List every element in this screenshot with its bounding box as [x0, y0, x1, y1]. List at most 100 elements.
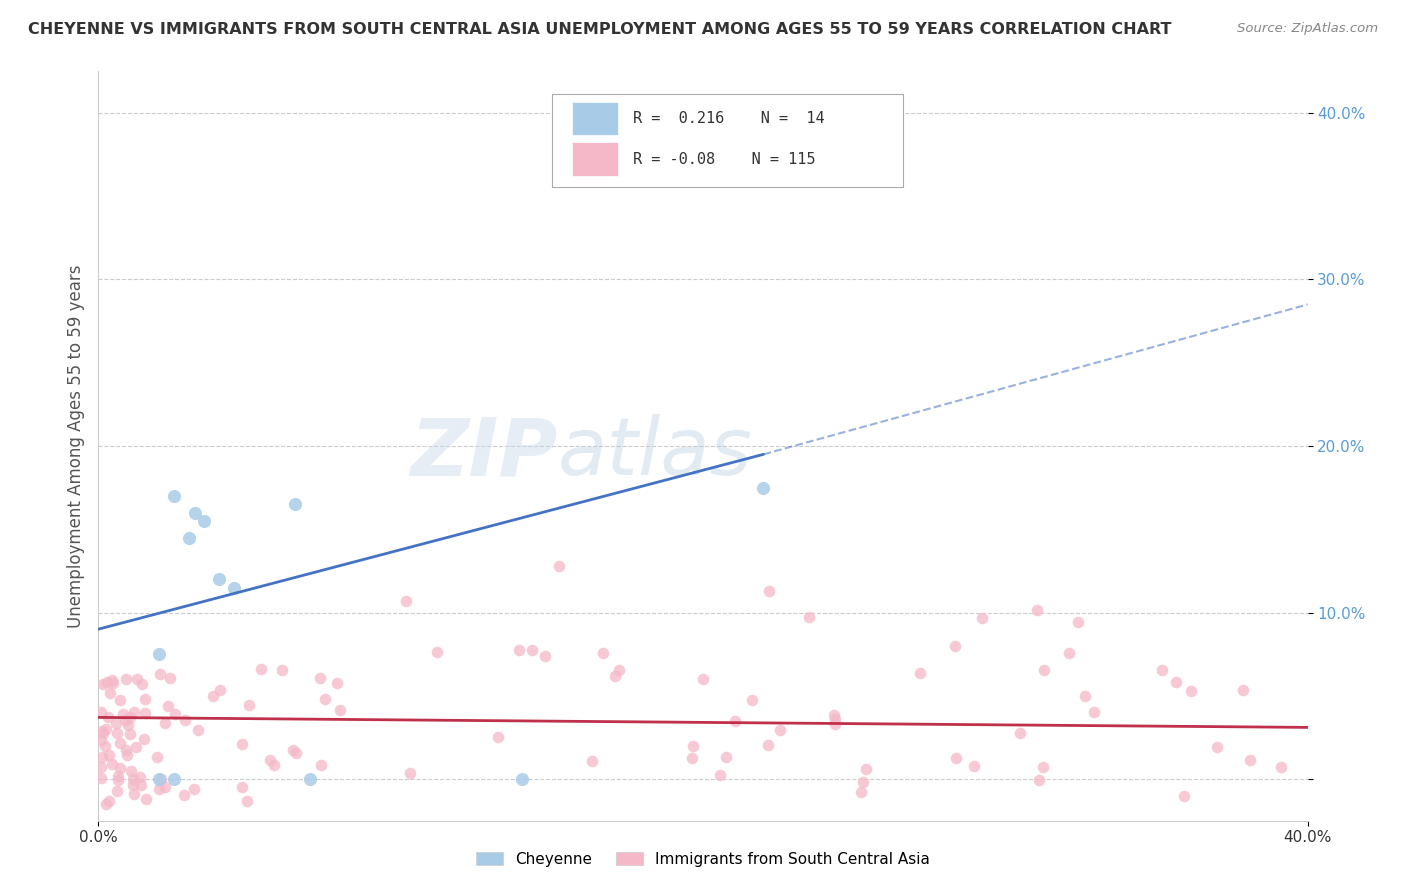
- Point: [146, 750, 169, 764]
- Point: [94, 739, 117, 753]
- Point: [398, 765, 420, 780]
- Point: [131, 677, 153, 691]
- Point: [94, 723, 117, 737]
- Point: [117, 718, 139, 732]
- Point: [285, 746, 308, 760]
- Point: [193, 514, 215, 528]
- Point: [943, 640, 966, 654]
- Point: [724, 714, 747, 728]
- Point: [1032, 759, 1054, 773]
- Point: [153, 716, 176, 731]
- Point: [329, 703, 352, 717]
- Point: [547, 558, 569, 573]
- Point: [100, 756, 122, 771]
- Point: [93, 726, 115, 740]
- Point: [105, 784, 128, 798]
- Point: [163, 706, 186, 721]
- Point: [105, 726, 128, 740]
- Point: [224, 581, 246, 595]
- Point: [135, 791, 157, 805]
- Point: [758, 584, 780, 599]
- Point: [1239, 753, 1261, 767]
- Point: [581, 754, 603, 768]
- Point: [148, 772, 170, 786]
- Point: [1067, 615, 1090, 630]
- Point: [121, 772, 143, 787]
- Point: [281, 743, 304, 757]
- Point: [173, 788, 195, 802]
- Point: [236, 794, 259, 808]
- Y-axis label: Unemployment Among Ages 55 to 59 years: Unemployment Among Ages 55 to 59 years: [66, 264, 84, 628]
- Point: [231, 737, 253, 751]
- Point: [1074, 690, 1097, 704]
- Point: [756, 739, 779, 753]
- Point: [1057, 647, 1080, 661]
- Point: [1270, 760, 1292, 774]
- Point: [533, 649, 555, 664]
- Point: [508, 643, 530, 657]
- Point: [90, 732, 112, 747]
- Legend: Cheyenne, Immigrants from South Central Asia: Cheyenne, Immigrants from South Central …: [470, 846, 936, 873]
- FancyBboxPatch shape: [551, 94, 903, 187]
- Point: [605, 669, 627, 683]
- Point: [134, 706, 156, 721]
- Point: [823, 707, 845, 722]
- Point: [149, 772, 172, 786]
- Point: [824, 717, 846, 731]
- Point: [231, 780, 253, 795]
- Bar: [572, 102, 619, 136]
- Point: [110, 761, 132, 775]
- Point: [104, 715, 127, 730]
- Point: [179, 531, 201, 545]
- Point: [1083, 705, 1105, 719]
- Point: [118, 710, 141, 724]
- Point: [118, 726, 141, 740]
- Point: [98, 748, 121, 763]
- Point: [709, 768, 731, 782]
- Point: [714, 749, 737, 764]
- Point: [238, 698, 260, 712]
- Point: [426, 645, 449, 659]
- Point: [97, 710, 120, 724]
- Point: [395, 594, 418, 608]
- Point: [201, 689, 224, 703]
- Point: [101, 676, 124, 690]
- Point: [592, 646, 614, 660]
- Text: atlas: atlas: [558, 415, 752, 492]
- Point: [824, 712, 846, 726]
- Point: [208, 572, 231, 586]
- Point: [114, 673, 136, 687]
- Point: [309, 671, 332, 685]
- Point: [681, 751, 703, 765]
- Point: [131, 778, 153, 792]
- Point: [945, 751, 967, 765]
- Point: [149, 667, 172, 681]
- Point: [510, 772, 533, 786]
- Point: [852, 775, 875, 789]
- Point: [163, 772, 186, 786]
- Point: [752, 172, 775, 186]
- Point: [107, 769, 129, 783]
- Point: [1173, 789, 1195, 804]
- Point: [259, 753, 281, 767]
- Point: [1033, 663, 1056, 677]
- Point: [250, 662, 273, 676]
- Point: [1025, 603, 1047, 617]
- Point: [271, 663, 294, 677]
- Point: [609, 663, 631, 677]
- Point: [96, 674, 118, 689]
- Text: Source: ZipAtlas.com: Source: ZipAtlas.com: [1237, 22, 1378, 36]
- Bar: [572, 142, 619, 176]
- Point: [752, 481, 775, 495]
- Point: [486, 731, 509, 745]
- Point: [1150, 663, 1173, 677]
- Point: [90, 771, 112, 785]
- Point: [741, 693, 763, 707]
- Point: [159, 671, 181, 685]
- Point: [173, 713, 195, 727]
- Point: [284, 497, 307, 511]
- Point: [208, 682, 231, 697]
- Point: [115, 748, 138, 763]
- Point: [111, 707, 134, 722]
- Point: [682, 739, 704, 753]
